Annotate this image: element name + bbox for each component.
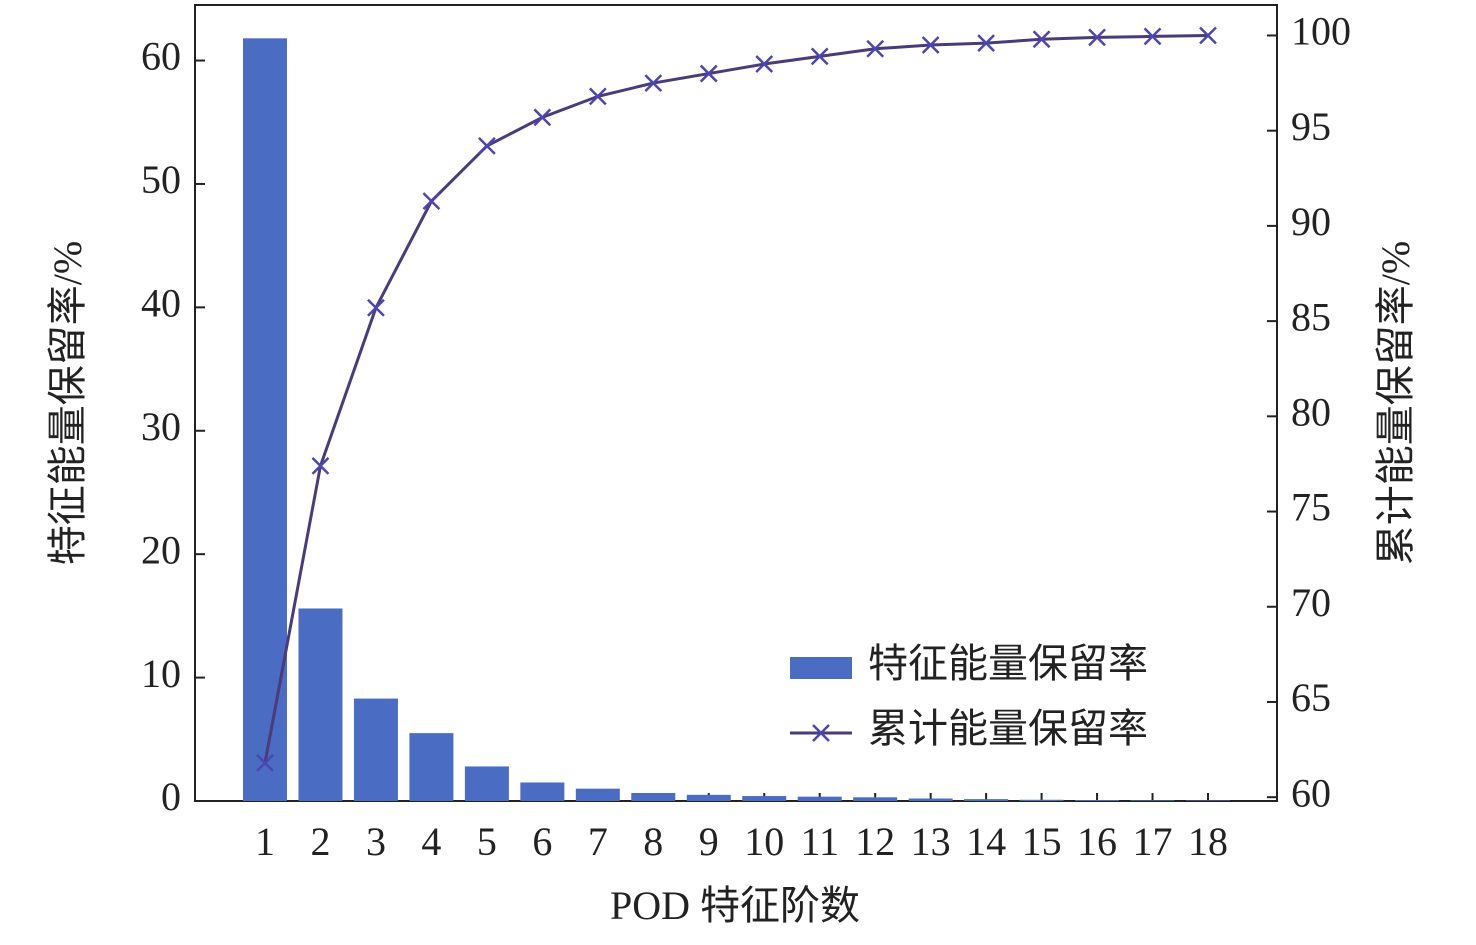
line-marker — [1143, 27, 1162, 46]
y-tick-label: 0 — [161, 774, 181, 819]
line-marker — [755, 55, 774, 73]
line-marker — [477, 137, 496, 155]
bar — [1186, 800, 1230, 801]
plot-frame — [194, 4, 1278, 802]
y-tick-label: 60 — [141, 34, 181, 79]
y-tick-label: 50 — [141, 157, 181, 202]
line-marker — [311, 456, 330, 475]
x-tick-label: 5 — [477, 819, 497, 864]
bar — [853, 797, 898, 801]
line-marker — [1199, 26, 1217, 45]
y2-axis-label: 累计能量保留率/% — [1373, 241, 1418, 565]
bar — [742, 796, 787, 801]
legend-label: 累计能量保留率 — [868, 706, 1148, 751]
x-tick-label: 9 — [699, 819, 719, 864]
x-tick-label: 1 — [255, 819, 275, 864]
y-tick-label: 20 — [141, 527, 181, 572]
y-tick-label: 40 — [141, 281, 181, 326]
x-tick-label: 11 — [800, 819, 839, 864]
x-tick-label: 17 — [1133, 819, 1173, 864]
legend-swatch — [790, 657, 852, 679]
line-marker — [533, 108, 552, 127]
line-marker — [588, 87, 607, 106]
bar — [298, 608, 343, 801]
x-tick-label: 7 — [588, 819, 608, 864]
y2-tick-label: 70 — [1291, 580, 1331, 625]
line-marker — [644, 74, 663, 92]
x-tick-label: 8 — [643, 819, 663, 864]
bar — [686, 794, 731, 801]
line-marker — [866, 39, 885, 58]
bar — [1019, 799, 1064, 801]
line-marker — [810, 47, 829, 66]
x-tick-label: 14 — [966, 819, 1006, 864]
x-tick-label: 18 — [1188, 819, 1228, 864]
y2-tick-label: 75 — [1291, 485, 1331, 530]
y-axis-label: 特征能量保留率/% — [45, 241, 90, 565]
y2-tick-label: 65 — [1291, 675, 1331, 720]
bar — [1075, 800, 1120, 801]
bar — [631, 792, 676, 801]
bar — [353, 698, 398, 801]
line-marker — [699, 64, 718, 83]
line-marker — [921, 36, 940, 54]
bar — [797, 796, 842, 801]
line-marker — [256, 754, 274, 772]
y2-tick-label: 60 — [1291, 770, 1331, 815]
x-tick-label: 12 — [855, 819, 895, 864]
x-tick-label: 6 — [532, 819, 552, 864]
line-marker — [1088, 28, 1106, 47]
x-tick-label: 13 — [911, 819, 951, 864]
legend-label: 特征能量保留率 — [868, 641, 1148, 686]
bar — [964, 799, 1009, 801]
bar — [243, 38, 287, 802]
y-tick-label: 30 — [141, 404, 181, 449]
y2-tick-label: 85 — [1291, 294, 1331, 339]
bar — [575, 788, 620, 801]
x-tick-label: 16 — [1077, 819, 1117, 864]
y2-tick-label: 90 — [1291, 199, 1331, 244]
bar — [1130, 800, 1175, 801]
legend-marker — [812, 724, 830, 742]
bar — [409, 733, 454, 801]
x-axis-label: POD 特征阶数 — [610, 883, 860, 928]
bar — [520, 782, 565, 801]
line-marker — [367, 298, 385, 317]
line-marker — [1032, 30, 1051, 49]
y2-tick-label: 80 — [1291, 390, 1331, 435]
x-tick-label: 4 — [421, 819, 441, 864]
x-tick-label: 15 — [1022, 819, 1062, 864]
x-tick-label: 10 — [744, 819, 784, 864]
x-tick-label: 2 — [310, 819, 330, 864]
bar — [908, 798, 953, 801]
y-tick-label: 10 — [141, 651, 181, 696]
line — [263, 33, 1209, 764]
y2-tick-label: 100 — [1291, 9, 1351, 54]
bar — [464, 766, 509, 801]
y2-tick-label: 95 — [1291, 104, 1331, 149]
line-marker — [977, 34, 996, 52]
x-tick-label: 3 — [366, 819, 386, 864]
line-marker — [422, 192, 441, 211]
